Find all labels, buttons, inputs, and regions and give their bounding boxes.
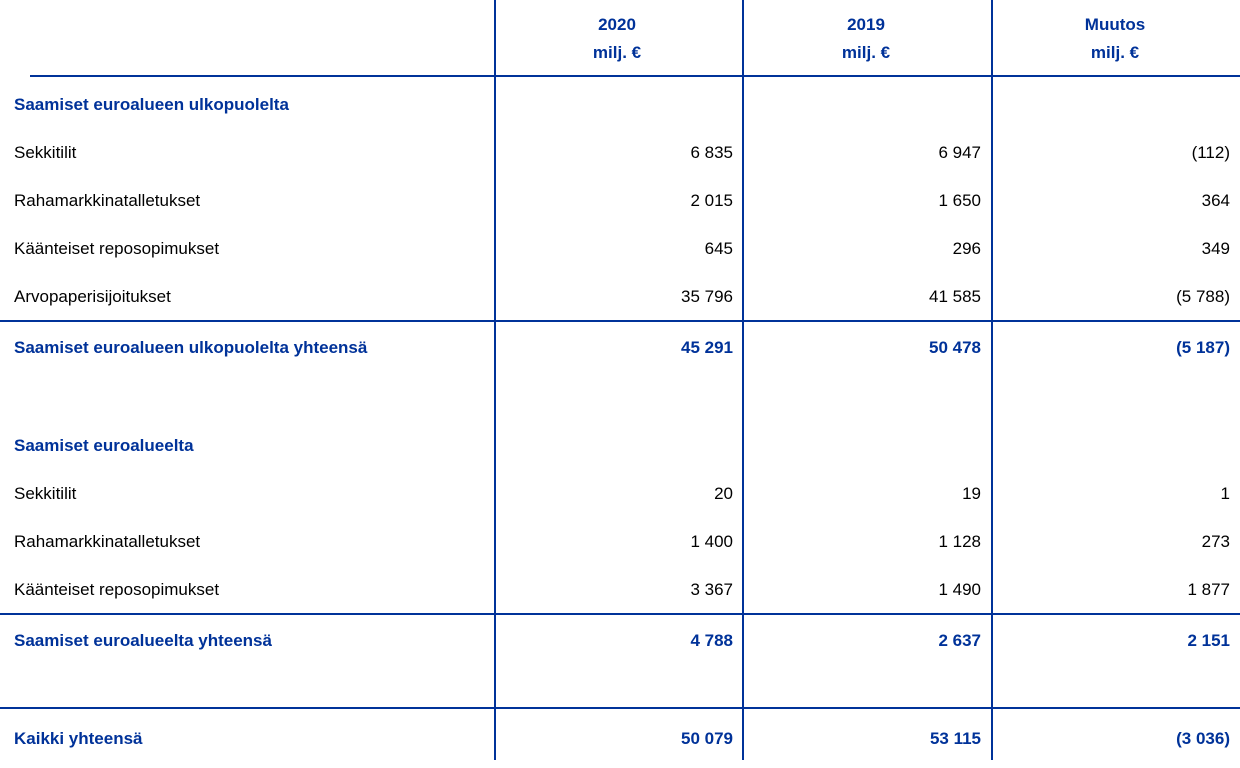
row-value: 1 490: [938, 580, 981, 599]
column-year: 2019: [847, 15, 885, 34]
column-unit: milj. €: [592, 43, 642, 62]
column-year: Muutos: [1084, 15, 1146, 34]
row-value: 6 835: [690, 143, 733, 162]
row-label: Käänteiset reposopimukset: [14, 239, 220, 258]
row-value: (5 788): [1176, 287, 1230, 306]
column-divider: [991, 0, 993, 760]
row-value: 1 877: [1187, 580, 1230, 599]
total-value: 2 637: [938, 631, 981, 650]
section-title: Saamiset euroalueelta: [14, 436, 194, 455]
row-value: 645: [704, 239, 733, 258]
column-unit: milj. €: [841, 43, 891, 62]
row-label: Sekkitilit: [14, 484, 77, 503]
row-rule: [0, 707, 1240, 709]
total-label: Saamiset euroalueelta yhteensä: [14, 631, 272, 650]
row-value: 1 650: [938, 191, 981, 210]
row-value: 41 585: [929, 287, 981, 306]
column-year: 2020: [598, 15, 636, 34]
total-value: 2 151: [1187, 631, 1230, 650]
row-label: Rahamarkkinatalletukset: [14, 532, 201, 551]
row-value: 35 796: [681, 287, 733, 306]
row-value: 2 015: [690, 191, 733, 210]
row-rule: [0, 613, 1240, 615]
row-value: 273: [1201, 532, 1230, 551]
row-value: 3 367: [690, 580, 733, 599]
grand-total-label: Kaikki yhteensä: [14, 729, 143, 748]
total-value: 50 478: [929, 338, 981, 357]
grand-total-value: 50 079: [681, 729, 733, 748]
row-value: 20: [714, 484, 733, 503]
row-value: 364: [1201, 191, 1230, 210]
row-value: 1: [1220, 484, 1230, 503]
row-value: 1 400: [690, 532, 733, 551]
total-value: 45 291: [681, 338, 733, 357]
row-label: Käänteiset reposopimukset: [14, 580, 220, 599]
row-value: 296: [952, 239, 981, 258]
grand-total-value: 53 115: [929, 729, 981, 748]
total-value: 4 788: [690, 631, 733, 650]
row-rule: [0, 320, 1240, 322]
column-divider: [494, 0, 496, 760]
header-rule: [30, 75, 1240, 77]
row-value: (112): [1191, 143, 1230, 162]
column-unit: milj. €: [1090, 43, 1140, 62]
column-divider: [742, 0, 744, 760]
row-value: 6 947: [938, 143, 981, 162]
row-value: 1 128: [938, 532, 981, 551]
row-value: 349: [1201, 239, 1230, 258]
section-title: Saamiset euroalueen ulkopuolelta: [14, 95, 289, 114]
total-value: (5 187): [1176, 338, 1230, 357]
row-label: Sekkitilit: [14, 143, 77, 162]
grand-total-value: (3 036): [1176, 729, 1230, 748]
row-label: Arvopaperisijoitukset: [14, 287, 171, 306]
total-label: Saamiset euroalueen ulkopuolelta yhteens…: [14, 338, 368, 357]
row-label: Rahamarkkinatalletukset: [14, 191, 201, 210]
row-value: 19: [962, 484, 981, 503]
